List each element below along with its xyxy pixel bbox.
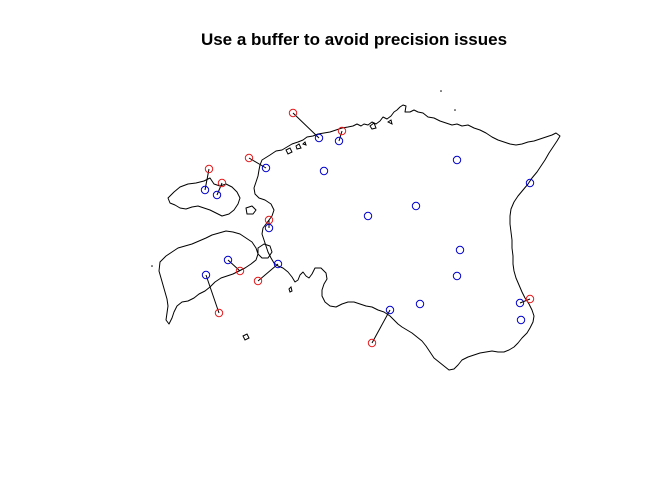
snapped-point [261, 163, 271, 173]
snapped-point [411, 201, 421, 211]
kihnu-islet [288, 286, 293, 293]
saaremaa-island [158, 230, 259, 325]
snapped-point [319, 166, 329, 176]
mainland-coastline [253, 104, 561, 371]
snapped-point [314, 133, 324, 143]
vormsi-island [245, 205, 257, 215]
original-point [367, 338, 377, 348]
hiiumaa-island [167, 177, 241, 217]
original-point [525, 294, 535, 304]
snapped-points [200, 133, 535, 325]
northern-islets [285, 119, 393, 155]
snapped-point [415, 299, 425, 309]
snapped-point [452, 155, 462, 165]
islet-dot [454, 109, 456, 111]
plot-title: Use a buffer to avoid precision issues [200, 30, 508, 49]
snapped-point [264, 223, 274, 233]
original-point [217, 178, 227, 188]
original-point [288, 108, 298, 118]
muhu-island [257, 243, 273, 259]
snapped-point [452, 271, 462, 281]
original-point [235, 266, 245, 276]
snapped-point [455, 245, 465, 255]
snapped-point [363, 211, 373, 221]
snapped-point [334, 136, 344, 146]
original-point [264, 215, 274, 225]
snapped-point [201, 270, 211, 280]
ruhnu-island [242, 333, 250, 341]
snapped-point [200, 185, 210, 195]
original-point [337, 126, 347, 136]
snapped-point [385, 305, 395, 315]
snapped-point [515, 298, 525, 308]
snapped-point [516, 315, 526, 325]
original-point [244, 153, 254, 163]
original-point [214, 308, 224, 318]
original-point [204, 164, 214, 174]
snapped-point [525, 178, 535, 188]
original-point [253, 276, 263, 286]
snapped-point [223, 255, 233, 265]
connector-lines [204, 112, 531, 344]
original-points [204, 108, 535, 348]
islet-dot [440, 90, 442, 92]
islet-dot [151, 265, 153, 267]
snapped-point [212, 190, 222, 200]
snapped-point [273, 259, 283, 269]
